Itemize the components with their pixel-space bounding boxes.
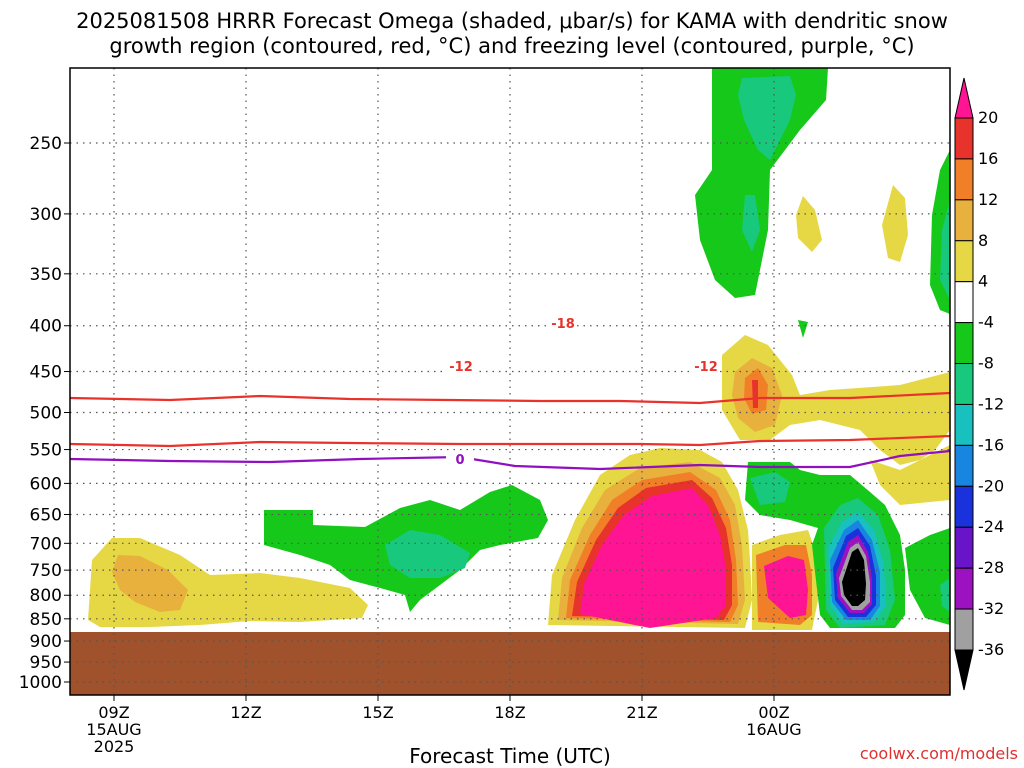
omega-region-black-updraft-core bbox=[842, 548, 866, 606]
y-tick-label: 550 bbox=[30, 441, 62, 461]
colorbar-bottom-arrow bbox=[954, 649, 974, 691]
y-tick-label: 350 bbox=[30, 265, 62, 285]
temperature-contours: -18 -12 -12 0 bbox=[69, 315, 951, 471]
omega-region-teal-band-mid bbox=[385, 530, 470, 578]
omega-region-teal-updraft bbox=[750, 472, 790, 505]
omega-region-green-small bbox=[798, 320, 808, 338]
contour-line-dgz bbox=[69, 391, 951, 405]
omega-region-teal-right-edge bbox=[940, 200, 950, 300]
colorbar-swatch bbox=[954, 526, 974, 569]
x-tick-date-label: 15AUG bbox=[86, 720, 141, 739]
omega-region-magenta-secondary bbox=[764, 556, 808, 618]
contour-label-bg bbox=[446, 451, 474, 466]
y-tick-label: 800 bbox=[30, 586, 62, 606]
colorbar-label: 12 bbox=[978, 190, 998, 209]
x-tick-label: 12Z bbox=[230, 703, 261, 722]
y-tick-label: 450 bbox=[30, 363, 62, 383]
colorbar-label: 16 bbox=[978, 149, 998, 168]
omega-colorbar: 20 16 12 8 4 -4 -8 -12 -16 -20 -24 -28 -32 -36 bbox=[954, 77, 1004, 691]
omega-region-yellow-upper-1 bbox=[796, 196, 822, 252]
colorbar-label: -8 bbox=[978, 354, 994, 373]
y-tick-label: 300 bbox=[30, 205, 62, 225]
y-tick-label: 650 bbox=[30, 506, 62, 526]
y-tick-label: 500 bbox=[30, 404, 62, 424]
omega-region-green-right-low bbox=[905, 528, 950, 625]
x-tick-date-label: 16AUG bbox=[746, 720, 801, 739]
colorbar-label: -12 bbox=[978, 394, 1004, 413]
colorbar-swatch bbox=[954, 322, 974, 365]
colorbar-swatch bbox=[954, 608, 974, 651]
contour-label-bg bbox=[447, 358, 475, 373]
colorbar-swatch bbox=[954, 567, 974, 610]
contour-label: -12 bbox=[449, 360, 473, 375]
x-tick-date-label: 2025 bbox=[94, 737, 135, 756]
y-tick-label: 700 bbox=[30, 534, 62, 554]
y-tick-label: 950 bbox=[30, 653, 62, 673]
omega-region-yellow-upper-2 bbox=[882, 185, 908, 262]
omega-region-red-mid bbox=[752, 380, 758, 408]
omega-region-yellow-mid bbox=[722, 335, 950, 465]
colorbar-label: -4 bbox=[978, 313, 994, 332]
y-tick-label: 750 bbox=[30, 561, 62, 581]
y-tick-label: 850 bbox=[30, 610, 62, 630]
omega-region-gold-left bbox=[112, 555, 188, 612]
x-tick-label: 18Z bbox=[494, 703, 525, 722]
colorbar-label: -32 bbox=[978, 599, 1004, 618]
omega-region-yellow-right-mid bbox=[870, 445, 950, 505]
x-axis-title: Forecast Time (UTC) bbox=[409, 744, 611, 768]
colorbar-swatch bbox=[954, 485, 974, 528]
colorbar-swatch bbox=[954, 363, 974, 405]
grid-lines bbox=[70, 68, 950, 695]
colorbar-label: 8 bbox=[978, 231, 988, 250]
omega-region-magenta-main-core bbox=[580, 488, 726, 628]
colorbar-label: -24 bbox=[978, 517, 1004, 536]
contour-label: -18 bbox=[551, 317, 575, 332]
shaded-omega-fields bbox=[70, 68, 950, 695]
omega-region-teal-right-low bbox=[940, 578, 950, 612]
contour-label: 0 bbox=[455, 453, 464, 468]
contour-label-bg bbox=[692, 358, 720, 373]
y-tick-label: 900 bbox=[30, 632, 62, 652]
chart-title-line-1: 2025081508 HRRR Forecast Omega (shaded, … bbox=[76, 9, 948, 33]
omega-region-green-upper bbox=[695, 68, 828, 298]
colorbar-swatch bbox=[954, 158, 974, 201]
y-tick-label: 1000 bbox=[19, 673, 62, 693]
colorbar-label: -20 bbox=[978, 476, 1004, 495]
x-tick-label: 00Z bbox=[758, 703, 789, 722]
x-tick-label: 09Z bbox=[98, 703, 129, 722]
omega-region-teal-upper bbox=[738, 76, 796, 160]
colorbar-swatch bbox=[954, 199, 974, 242]
pressure-axis: 2503003504004505005506006507007508008509… bbox=[19, 134, 70, 693]
x-tick-label: 15Z bbox=[362, 703, 393, 722]
colorbar-swatch bbox=[954, 240, 974, 283]
colorbar-label: 4 bbox=[978, 272, 988, 291]
ground-below-surface bbox=[70, 632, 950, 695]
contour-line-freezing bbox=[69, 449, 951, 471]
chart-title-line-2: growth region (contoured, red, °C) and f… bbox=[109, 34, 915, 58]
colorbar-label: -28 bbox=[978, 558, 1004, 577]
colorbar-swatch bbox=[954, 117, 974, 160]
colorbar-label: 20 bbox=[978, 108, 998, 127]
x-tick-label: 21Z bbox=[626, 703, 657, 722]
contour-label-bg bbox=[549, 315, 577, 330]
colorbar-label: -16 bbox=[978, 435, 1004, 454]
colorbar-top-arrow bbox=[954, 77, 974, 119]
credit-link[interactable]: coolwx.com/models bbox=[859, 744, 1018, 763]
colorbar-swatch bbox=[954, 444, 974, 487]
y-tick-label: 600 bbox=[30, 474, 62, 494]
colorbar-swatch bbox=[954, 403, 974, 446]
contour-label: -12 bbox=[694, 360, 718, 375]
colorbar-label: -36 bbox=[978, 640, 1004, 659]
contour-line-dgz bbox=[69, 434, 951, 448]
omega-region-teal-upper-2 bbox=[742, 195, 760, 252]
colorbar-swatch bbox=[954, 281, 974, 324]
y-tick-label: 250 bbox=[30, 134, 62, 154]
y-tick-label: 400 bbox=[30, 317, 62, 337]
